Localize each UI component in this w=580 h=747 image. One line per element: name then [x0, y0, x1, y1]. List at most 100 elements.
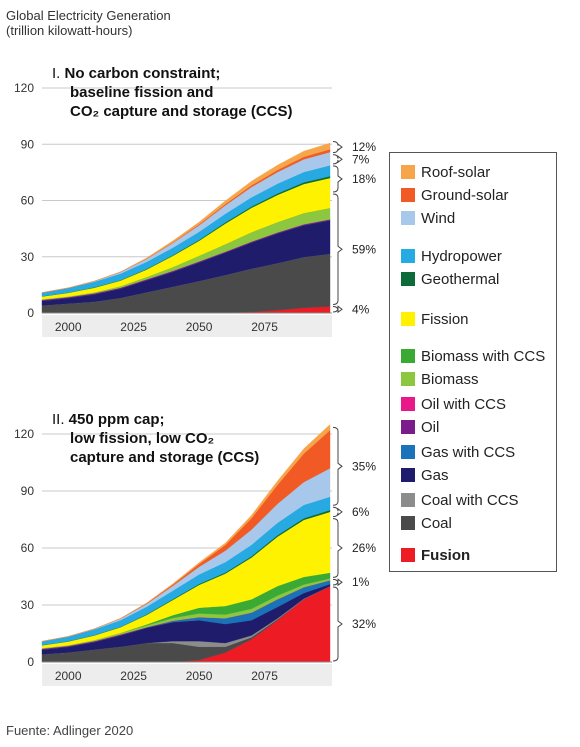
title-line-2: (trillion kilowatt-hours) — [6, 23, 133, 38]
chart-panel-1: 0 30 60 90 120 2000 2025 2050 2075 I. No carbon c… — [14, 65, 376, 337]
legend-item-gas: Gas — [401, 465, 449, 485]
percent-brace — [332, 586, 343, 662]
legend-label: Ground-solar — [421, 186, 509, 204]
panel-title-text: 450 ppm cap; — [69, 411, 165, 428]
legend-item-coal: Coal — [401, 513, 452, 533]
legend-swatch — [401, 312, 415, 326]
y-tick-label: 30 — [21, 598, 35, 612]
legend-label: Hydropower — [421, 247, 502, 265]
x-axis-strip — [42, 315, 332, 337]
x-tick-label: 2025 — [120, 320, 147, 334]
panel-title-line: low fission, low CO₂ — [70, 430, 214, 447]
percent-brace — [332, 506, 343, 518]
legend-item-biomass-ccs: Biomass with CCS — [401, 346, 545, 366]
legend-label: Fusion — [421, 546, 471, 564]
legend-swatch — [401, 249, 415, 263]
legend-label: Geothermal — [421, 270, 500, 288]
percent-brace — [332, 426, 343, 506]
percent-brace — [332, 141, 343, 154]
legend-swatch — [401, 188, 415, 202]
legend-item-coal-ccs: Coal with CCS — [401, 490, 519, 510]
legend-item-fusion: Fusion — [401, 545, 470, 565]
legend-label: Oil — [421, 418, 440, 436]
percent-brace — [332, 518, 343, 578]
x-tick-label: 2025 — [120, 669, 147, 683]
legend-swatch — [401, 445, 415, 459]
percent-label: 59% — [352, 242, 376, 256]
percent-brace — [332, 193, 343, 305]
legend-label: Fission — [421, 310, 469, 328]
legend: Roof-solar Ground-solar Wind Hydropower Geot… — [389, 152, 557, 572]
legend-label: Coal with CCS — [421, 491, 519, 509]
legend-item-biomass: Biomass — [401, 369, 479, 389]
panel-title-prefix: I. — [52, 65, 65, 82]
y-tick-label: 60 — [21, 541, 35, 555]
y-tick-label: 90 — [21, 137, 35, 151]
title-line-1: Global Electricity Generation — [6, 8, 171, 23]
y-tick-label: 120 — [14, 427, 34, 441]
area-roof_solar — [41, 424, 331, 642]
legend-item-roof-solar: Roof-solar — [401, 162, 490, 182]
panel-title-line: baseline fission and — [70, 84, 213, 101]
legend-item-hydropower: Hydropower — [401, 246, 502, 266]
legend-swatch — [401, 548, 415, 562]
legend-label: Coal — [421, 514, 452, 532]
legend-item-fission: Fission — [401, 309, 469, 329]
x-tick-label: 2000 — [55, 320, 82, 334]
legend-swatch — [401, 349, 415, 363]
y-tick-label: 120 — [14, 81, 34, 95]
legend-swatch — [401, 165, 415, 179]
legend-item-wind: Wind — [401, 208, 455, 228]
percent-label: 35% — [352, 459, 376, 473]
chart-panel-2: 0 30 60 90 120 2000 2025 2050 2075 II. 450 ppm ca… — [14, 411, 376, 686]
legend-item-gas-ccs: Gas with CCS — [401, 442, 515, 462]
percent-label: 18% — [352, 172, 376, 186]
legend-label: Gas with CCS — [421, 443, 516, 461]
percent-brace — [332, 305, 343, 314]
source-note: Fuente: Adlinger 2020 — [6, 723, 134, 738]
panel-title-line: capture and storage (CCS) — [70, 449, 259, 466]
x-tick-label: 2075 — [251, 669, 278, 683]
x-tick-label: 2000 — [55, 669, 82, 683]
percent-brace — [332, 578, 343, 587]
legend-swatch — [401, 493, 415, 507]
percent-label: 4% — [352, 302, 370, 316]
percent-brace — [332, 154, 343, 165]
percent-label: 1% — [352, 575, 370, 589]
legend-swatch — [401, 420, 415, 434]
x-tick-label: 2075 — [251, 320, 278, 334]
legend-label: Wind — [421, 209, 456, 227]
x-axis-strip — [42, 664, 332, 686]
legend-swatch — [401, 211, 415, 225]
panel-title-line: II. 450 ppm cap; — [52, 411, 165, 428]
percent-label: 7% — [352, 152, 370, 166]
legend-swatch — [401, 397, 415, 411]
legend-swatch — [401, 272, 415, 286]
legend-swatch — [401, 516, 415, 530]
area-roof_solar — [41, 142, 331, 293]
page-title: Global Electricity Generation (trillion … — [6, 8, 171, 38]
percent-brace — [332, 165, 343, 193]
panel-title-line: CO₂ capture and storage (CCS) — [70, 103, 293, 120]
panel-title-text: No carbon constraint; — [65, 65, 221, 82]
x-tick-label: 2050 — [186, 669, 213, 683]
y-tick-label: 30 — [21, 250, 35, 264]
legend-label: Biomass — [421, 370, 479, 388]
panel-title-line: I. No carbon constraint; — [52, 65, 220, 82]
panel-title-prefix: II. — [52, 411, 69, 428]
percent-label: 32% — [352, 617, 376, 631]
legend-label: Roof-solar — [421, 163, 491, 181]
legend-item-ground-solar: Ground-solar — [401, 185, 509, 205]
legend-item-oil: Oil — [401, 417, 439, 437]
legend-swatch — [401, 372, 415, 386]
percent-label: 26% — [352, 541, 376, 555]
y-tick-label: 0 — [27, 306, 34, 320]
legend-item-geothermal: Geothermal — [401, 269, 499, 289]
percent-label: 6% — [352, 505, 370, 519]
legend-label: Oil with CCS — [421, 395, 507, 413]
percent-label: 12% — [352, 140, 376, 154]
y-tick-label: 60 — [21, 194, 35, 208]
legend-item-oil-ccs: Oil with CCS — [401, 394, 506, 414]
legend-label: Gas — [421, 466, 449, 484]
